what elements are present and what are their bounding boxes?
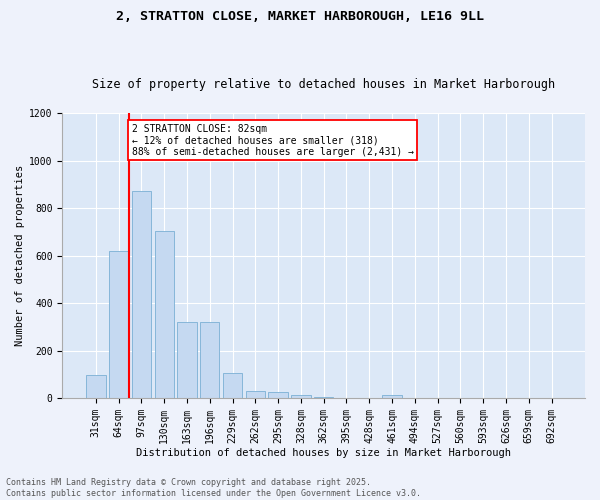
Text: 2, STRATTON CLOSE, MARKET HARBOROUGH, LE16 9LL: 2, STRATTON CLOSE, MARKET HARBOROUGH, LE… xyxy=(116,10,484,23)
Bar xyxy=(200,322,220,398)
Bar xyxy=(132,192,151,398)
Bar xyxy=(86,374,106,398)
Bar xyxy=(268,392,288,398)
Text: 2 STRATTON CLOSE: 82sqm
← 12% of detached houses are smaller (318)
88% of semi-d: 2 STRATTON CLOSE: 82sqm ← 12% of detache… xyxy=(131,124,413,157)
Text: Contains HM Land Registry data © Crown copyright and database right 2025.
Contai: Contains HM Land Registry data © Crown c… xyxy=(6,478,421,498)
Bar xyxy=(291,395,311,398)
Bar xyxy=(314,397,334,398)
Bar xyxy=(245,391,265,398)
Y-axis label: Number of detached properties: Number of detached properties xyxy=(15,165,25,346)
Title: Size of property relative to detached houses in Market Harborough: Size of property relative to detached ho… xyxy=(92,78,555,91)
Bar xyxy=(109,251,128,398)
Bar xyxy=(223,374,242,398)
X-axis label: Distribution of detached houses by size in Market Harborough: Distribution of detached houses by size … xyxy=(136,448,511,458)
Bar xyxy=(155,230,174,398)
Bar xyxy=(382,395,402,398)
Bar xyxy=(177,322,197,398)
